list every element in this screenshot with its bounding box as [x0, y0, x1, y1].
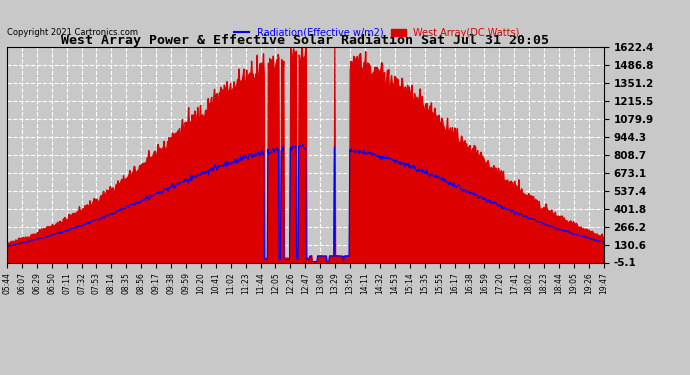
Title: West Array Power & Effective Solar Radiation Sat Jul 31 20:05: West Array Power & Effective Solar Radia…	[61, 34, 549, 47]
Text: Copyright 2021 Cartronics.com: Copyright 2021 Cartronics.com	[8, 28, 139, 37]
Legend: Radiation(Effective w/m2), West Array(DC Watts): Radiation(Effective w/m2), West Array(DC…	[230, 24, 524, 42]
